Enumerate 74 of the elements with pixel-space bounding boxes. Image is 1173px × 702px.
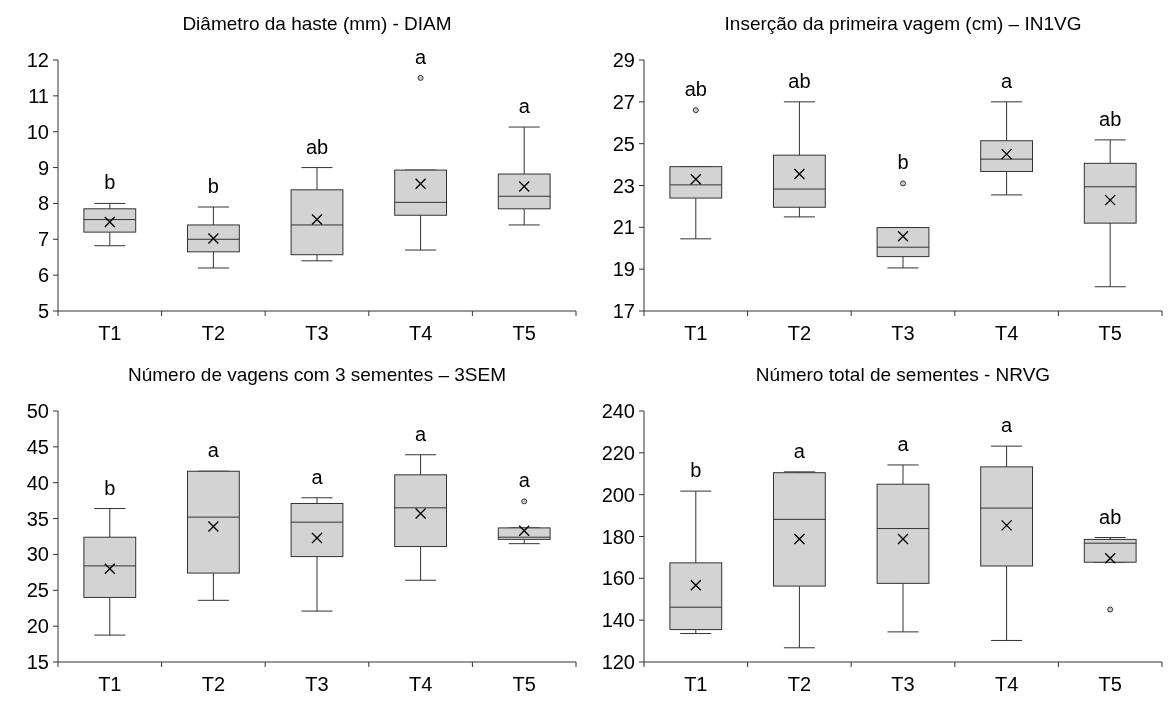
x-tick-label: T1 xyxy=(684,322,708,344)
x-tick-label: T5 xyxy=(1098,322,1122,344)
chart-title: Inserção da primeira vagem (cm) – IN1VG xyxy=(724,13,1082,34)
x-tick-label: T5 xyxy=(512,673,536,695)
chart-title: Número de vagens com 3 sementes – 3SEM xyxy=(127,364,507,385)
x-tick-label: T4 xyxy=(994,673,1019,695)
y-tick-label: 35 xyxy=(26,507,49,530)
y-tick-label: 45 xyxy=(26,435,49,458)
annotation: ab xyxy=(1099,505,1122,528)
y-tick-label: 200 xyxy=(601,483,635,506)
x-tick-label: T5 xyxy=(1098,673,1122,695)
annotation: a xyxy=(415,45,428,68)
y-tick-label: 15 xyxy=(26,651,49,673)
y-tick-label: 20 xyxy=(26,615,49,638)
x-tick-label: T4 xyxy=(994,322,1019,344)
y-tick-label: 220 xyxy=(601,441,635,464)
annotation: b xyxy=(897,151,909,174)
y-tick-label: 27 xyxy=(612,90,635,113)
x-tick-label: T3 xyxy=(305,322,329,344)
annotation: b xyxy=(104,171,116,194)
annotation: a xyxy=(518,95,531,118)
y-tick-label: 23 xyxy=(612,174,635,197)
annotation: ab xyxy=(305,135,329,158)
x-tick-label: T2 xyxy=(787,322,812,344)
x-tick-label: T1 xyxy=(98,673,122,695)
annotation: b xyxy=(104,476,116,499)
x-tick-label: T3 xyxy=(891,673,915,695)
y-tick-label: 180 xyxy=(601,525,635,548)
annotation: a xyxy=(1001,69,1014,92)
y-tick-label: 7 xyxy=(37,228,49,251)
y-tick-label: 30 xyxy=(26,543,49,566)
annotation: a xyxy=(415,422,428,445)
y-tick-label: 25 xyxy=(612,132,635,155)
annotation: b xyxy=(207,175,219,198)
y-tick-label: 17 xyxy=(612,300,635,322)
chart-title: Número total de sementes - NRVG xyxy=(755,364,1051,385)
x-tick-label: T4 xyxy=(408,673,433,695)
x-tick-label: T1 xyxy=(98,322,122,344)
y-tick-label: 25 xyxy=(26,579,49,602)
annotation: a xyxy=(897,432,910,455)
y-tick-label: 160 xyxy=(601,567,635,590)
y-tick-label: 50 xyxy=(26,400,49,422)
y-tick-label: 240 xyxy=(601,400,635,422)
x-tick-label: T3 xyxy=(891,322,915,344)
annotation: a xyxy=(311,465,324,488)
annotation: a xyxy=(1001,414,1014,437)
annotation: a xyxy=(793,439,806,462)
x-tick-label: T1 xyxy=(684,673,708,695)
x-tick-label: T2 xyxy=(201,673,226,695)
y-tick-label: 140 xyxy=(601,609,635,632)
y-tick-label: 21 xyxy=(612,216,635,239)
y-tick-label: 6 xyxy=(37,264,49,287)
annotation: b xyxy=(690,459,702,482)
y-tick-label: 19 xyxy=(612,258,635,281)
x-tick-label: T5 xyxy=(512,322,536,344)
y-tick-label: 9 xyxy=(37,156,49,179)
annotation: a xyxy=(518,469,531,492)
y-tick-label: 5 xyxy=(37,300,49,322)
y-tick-label: 40 xyxy=(26,471,49,494)
y-tick-label: 8 xyxy=(37,192,49,215)
y-tick-label: 11 xyxy=(28,84,49,107)
annotation: a xyxy=(207,439,220,462)
y-tick-label: 10 xyxy=(26,120,49,143)
annotation: ab xyxy=(788,69,811,92)
x-tick-label: T2 xyxy=(201,322,226,344)
x-tick-label: T2 xyxy=(787,673,812,695)
x-tick-label: T4 xyxy=(408,322,433,344)
annotation: ab xyxy=(684,78,707,101)
x-tick-label: T3 xyxy=(305,673,329,695)
chart-title: Diâmetro da haste (mm) - DIAM xyxy=(182,13,452,34)
annotation: ab xyxy=(1099,107,1122,130)
y-tick-label: 29 xyxy=(612,49,635,71)
y-tick-label: 120 xyxy=(601,651,635,673)
y-tick-label: 12 xyxy=(26,49,49,71)
